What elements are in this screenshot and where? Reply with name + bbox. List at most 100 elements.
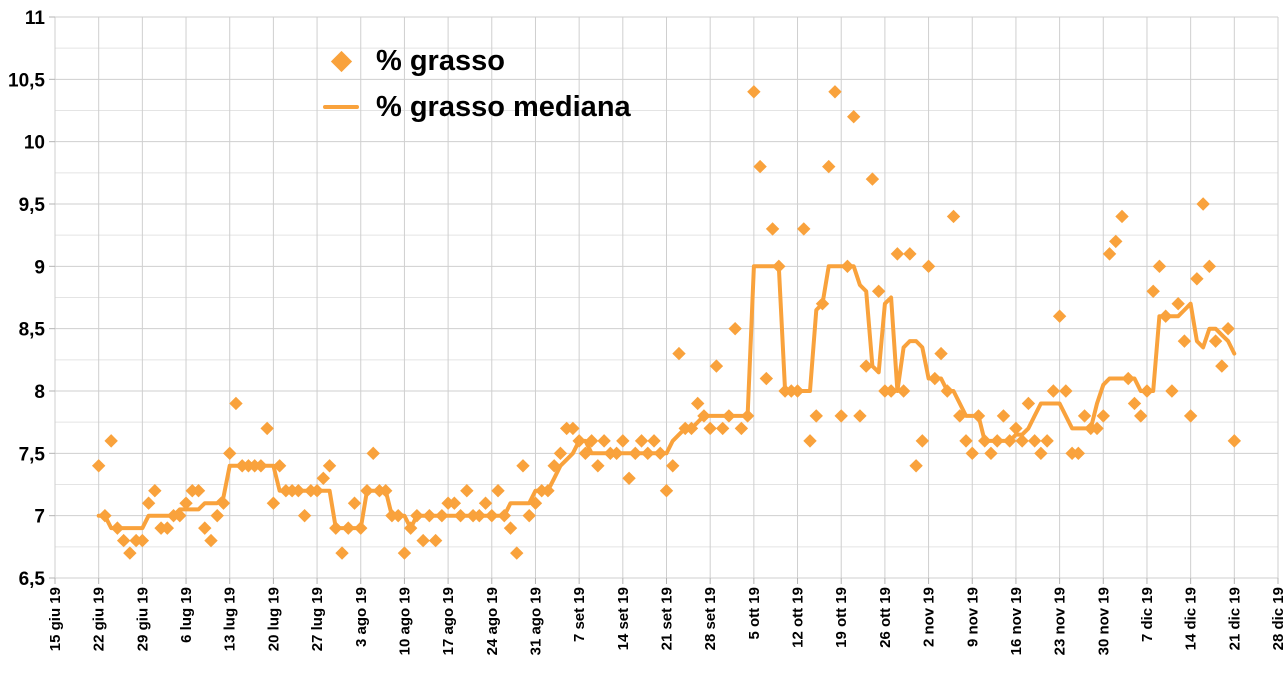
- scatter-point: [104, 434, 118, 448]
- x-tick-label: 17 ago 19: [440, 587, 457, 655]
- scatter-point: [1077, 409, 1092, 423]
- scatter-point: [747, 85, 761, 99]
- legend: % grasso % grasso mediana: [318, 38, 631, 130]
- x-tick-label: 21 dic 19: [1226, 587, 1243, 650]
- scatter-point: [846, 110, 861, 124]
- scatter-point: [266, 496, 281, 510]
- x-tick-label: 9 nov 19: [964, 587, 981, 647]
- x-tick-label: 6 lug 19: [178, 587, 195, 643]
- scatter-point: [1202, 259, 1217, 274]
- scatter-point: [909, 459, 923, 473]
- scatter-point: [822, 159, 836, 174]
- scatter-point: [1190, 272, 1204, 286]
- scatter-point: [1034, 446, 1048, 461]
- scatter-point: [734, 421, 749, 436]
- scatter-point: [123, 546, 137, 560]
- scatter-point: [1165, 384, 1179, 398]
- scatter-point: [460, 484, 474, 498]
- scatter-point: [116, 533, 131, 548]
- scatter-point: [1140, 384, 1154, 398]
- scatter-point: [591, 459, 605, 473]
- scatter-point: [1015, 434, 1029, 448]
- scatter-point: [210, 508, 224, 523]
- scatter-point: [765, 222, 780, 236]
- scatter-point: [834, 409, 848, 423]
- y-tick-label: 7: [34, 507, 45, 528]
- x-tick-label: 21 set 19: [659, 587, 676, 650]
- scatter-point: [1059, 384, 1073, 398]
- x-tick-label: 15 giu 19: [47, 587, 64, 651]
- scatter-point: [335, 546, 349, 560]
- scatter-point: [865, 172, 880, 186]
- scatter-point: [148, 484, 162, 498]
- x-tick-label: 19 ott 19: [833, 587, 850, 648]
- y-tick-label: 8,5: [19, 320, 46, 341]
- x-tick-label: 16 nov 19: [1008, 587, 1025, 655]
- scatter-point: [647, 434, 661, 448]
- legend-marker-box: [318, 105, 364, 109]
- line-marker-icon: [323, 105, 359, 109]
- scatter-point: [173, 508, 187, 523]
- scatter-point: [428, 533, 443, 548]
- scatter-point: [965, 446, 979, 461]
- scatter-point: [890, 247, 905, 261]
- scatter-point: [815, 297, 830, 311]
- x-tick-label: 14 set 19: [615, 587, 632, 650]
- scatter-point: [478, 496, 493, 510]
- scatter-point: [1021, 396, 1036, 411]
- scatter-point: [1215, 359, 1229, 373]
- scatter-point: [223, 446, 237, 461]
- scatter-point: [959, 434, 973, 448]
- x-tick-label: 13 lug 19: [222, 587, 239, 651]
- scatter-point: [896, 384, 911, 398]
- x-tick-label: 22 giu 19: [91, 587, 108, 651]
- scatter-point: [709, 359, 724, 373]
- legend-label-grasso: % grasso: [376, 44, 505, 77]
- scatter-point: [903, 247, 917, 261]
- scatter-point: [485, 508, 499, 523]
- scatter-point: [1121, 371, 1135, 386]
- scatter-point: [1171, 297, 1185, 311]
- scatter-point: [379, 484, 393, 498]
- scatter-point: [516, 459, 530, 473]
- scatter-point: [803, 434, 817, 448]
- scatter-point: [871, 284, 886, 298]
- scatter-point: [728, 321, 742, 336]
- scatter-point: [297, 508, 312, 523]
- scatter-point: [940, 384, 954, 398]
- x-tick-label: 23 nov 19: [1052, 587, 1069, 655]
- scatter-point: [110, 521, 125, 535]
- x-tick-label: 27 lug 19: [309, 587, 326, 651]
- scatter-point: [1152, 259, 1167, 274]
- x-tick-label: 14 dic 19: [1183, 587, 1200, 650]
- scatter-point: [978, 434, 992, 448]
- scatter-point: [347, 496, 362, 510]
- scatter-point: [928, 371, 942, 386]
- x-tick-label: 29 giu 19: [134, 587, 151, 651]
- scatter-point: [1227, 434, 1242, 448]
- scatter-point: [1183, 409, 1198, 423]
- scatter-point: [759, 371, 774, 386]
- scatter-point: [797, 222, 811, 236]
- scatter-point: [1158, 309, 1173, 323]
- scatter-point: [435, 508, 449, 523]
- scatter-point: [91, 459, 106, 473]
- scatter-point: [566, 421, 580, 436]
- scatter-point: [491, 484, 505, 498]
- scatter-point: [497, 508, 511, 523]
- scatter-point: [672, 346, 686, 361]
- scatter-point: [915, 434, 930, 448]
- x-tick-label: 26 ott 19: [877, 587, 894, 648]
- scatter-point: [984, 446, 998, 461]
- scatter-point: [666, 459, 680, 473]
- x-tick-label: 30 nov 19: [1095, 587, 1112, 655]
- scatter-point: [616, 434, 630, 448]
- scatter-point: [1102, 247, 1117, 261]
- scatter-point: [341, 521, 355, 535]
- scatter-point: [522, 508, 536, 523]
- scatter-point: [360, 484, 374, 498]
- y-tick-label: 7,5: [19, 444, 46, 465]
- scatter-point: [1002, 434, 1017, 448]
- scatter-point: [329, 521, 343, 535]
